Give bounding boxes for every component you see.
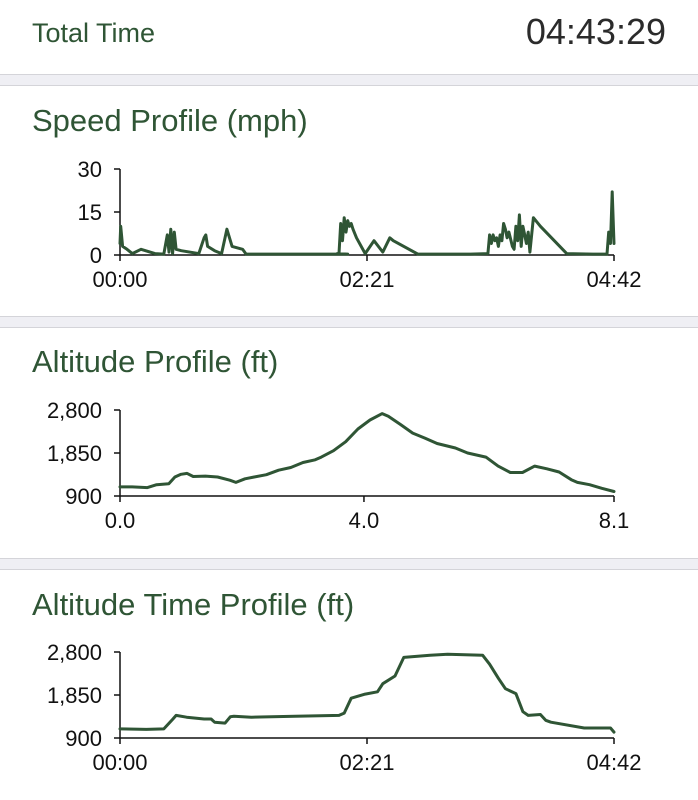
y-tick-label: 1,850	[47, 683, 102, 708]
altitude-time-profile-card: Altitude Time Profile (ft) 900 1,850 2,800…	[0, 570, 698, 800]
series-line	[118, 652, 616, 734]
total-time-label: Total Time	[32, 18, 156, 48]
altitude-profile-title: Altitude Profile (ft)	[32, 344, 279, 379]
x-tick-label: 0.0	[105, 508, 136, 533]
total-time-row: Total Time 04:43:29	[0, 0, 698, 74]
speed-profile-card: Speed Profile (mph) 0 15 30 00:00 02:21 04:42	[0, 86, 698, 316]
series-line	[118, 412, 616, 493]
altitude-time-profile-chart: 900 1,850 2,800 00:00 02:21 04:42	[47, 640, 642, 775]
y-tick-label: 1,850	[47, 441, 102, 466]
section-separator	[0, 558, 698, 570]
section-separator	[0, 74, 698, 86]
y-tick-label: 900	[65, 484, 102, 509]
x-tick-label: 02:21	[339, 267, 394, 292]
x-tick-label: 00:00	[92, 267, 147, 292]
y-tick-label: 900	[65, 726, 102, 751]
y-tick-label: 0	[90, 243, 102, 268]
x-tick-label: 04:42	[586, 267, 641, 292]
speed-profile-chart: 0 15 30 00:00 02:21 04:42	[78, 157, 642, 292]
y-tick-label: 2,800	[47, 640, 102, 665]
y-tick-label: 15	[78, 200, 102, 225]
speed-profile-title: Speed Profile (mph)	[32, 103, 308, 138]
x-tick-label: 4.0	[349, 508, 380, 533]
total-time-value: 04:43:29	[525, 11, 666, 52]
series-line	[118, 190, 616, 256]
x-tick-label: 8.1	[599, 508, 630, 533]
x-tick-label: 02:21	[339, 750, 394, 775]
x-tick-label: 04:42	[586, 750, 641, 775]
altitude-time-profile-title: Altitude Time Profile (ft)	[32, 587, 355, 622]
y-tick-label: 30	[78, 157, 102, 182]
y-tick-label: 2,800	[47, 398, 102, 423]
section-separator	[0, 316, 698, 328]
x-tick-label: 00:00	[92, 750, 147, 775]
altitude-profile-chart: 900 1,850 2,800 0.0 4.0 8.1	[47, 398, 630, 533]
altitude-profile-card: Altitude Profile (ft) 900 1,850 2,800 0.0 4.…	[0, 328, 698, 558]
